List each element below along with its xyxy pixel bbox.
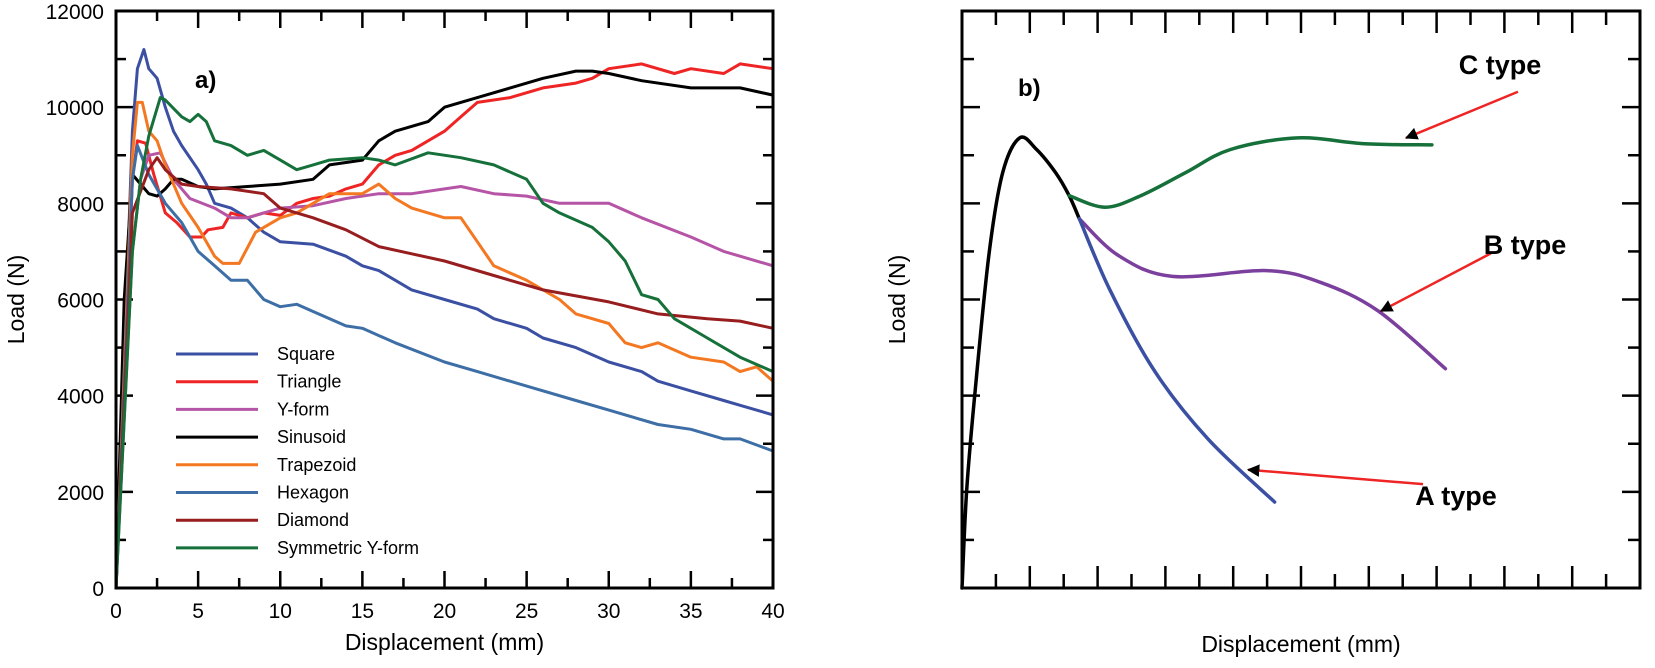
x-tick-label: 0 (110, 600, 122, 623)
legend-label: Hexagon (277, 483, 349, 503)
curve-b (1077, 216, 1448, 371)
legend-label: Y-form (277, 399, 329, 419)
plot-frame (114, 9, 775, 590)
annotation-arrow (1404, 90, 1519, 140)
x-tick-label: 25 (515, 600, 538, 623)
x-axis-title: Displacement (mm) (1201, 631, 1400, 657)
y-tick-label: 12000 (46, 1, 104, 24)
x-tick-label: 10 (269, 600, 292, 623)
legend-label: Trapezoid (277, 455, 356, 475)
annotation-arrow (1379, 252, 1492, 313)
x-tick-label: 15 (351, 600, 374, 623)
series-line-hexagon (114, 144, 774, 589)
y-tick-label: 4000 (57, 386, 104, 409)
legend-label: Symmetric Y-form (277, 538, 419, 558)
annotation-arrow (1246, 464, 1424, 486)
series-line-diamond (114, 156, 774, 589)
legend-label: Square (277, 344, 335, 364)
x-tick-label: 35 (679, 600, 702, 623)
annotation-label: A type (1415, 481, 1497, 511)
plot-frame (960, 9, 1642, 590)
panel-label: b) (1018, 75, 1041, 102)
y-tick-label: 2000 (57, 482, 104, 505)
y-tick-label: 10000 (46, 97, 104, 120)
x-tick-label: 40 (761, 600, 784, 623)
annotation-label: B type (1484, 230, 1567, 260)
annotation-label: C type (1459, 50, 1542, 80)
y-axis-title: Load (N) (3, 255, 29, 344)
series-line-symmetric-y-form (114, 96, 774, 589)
curve-initial (960, 135, 1082, 590)
curve-a (1077, 216, 1277, 504)
x-tick-label: 30 (597, 600, 620, 623)
panel-label: a) (195, 67, 216, 94)
series-line-trapezoid (114, 100, 774, 589)
chart-a: 0 5 10 15 20 25 30 35 40 0 2000 4000 6000 8000 10000 12… (3, 1, 785, 655)
y-axis-title: Load (N) (884, 255, 910, 344)
series-line-triangle (114, 62, 774, 589)
y-tick-label: 0 (92, 578, 104, 601)
series-line-square (114, 48, 774, 589)
x-axis-title: Displacement (mm) (345, 629, 544, 655)
y-tick-label: 8000 (57, 193, 104, 216)
legend-label: Triangle (277, 372, 341, 392)
x-tick-label: 20 (433, 600, 456, 623)
curve-c (1067, 136, 1434, 209)
y-tick-label: 6000 (57, 290, 104, 313)
chart-b: Displacement (mm) Load (N) b) C type B type A… (884, 9, 1642, 657)
legend-label: Sinusoid (277, 427, 346, 447)
legend-label: Diamond (277, 510, 349, 530)
x-tick-label: 5 (192, 600, 204, 623)
series-line-sinusoid (114, 69, 774, 589)
